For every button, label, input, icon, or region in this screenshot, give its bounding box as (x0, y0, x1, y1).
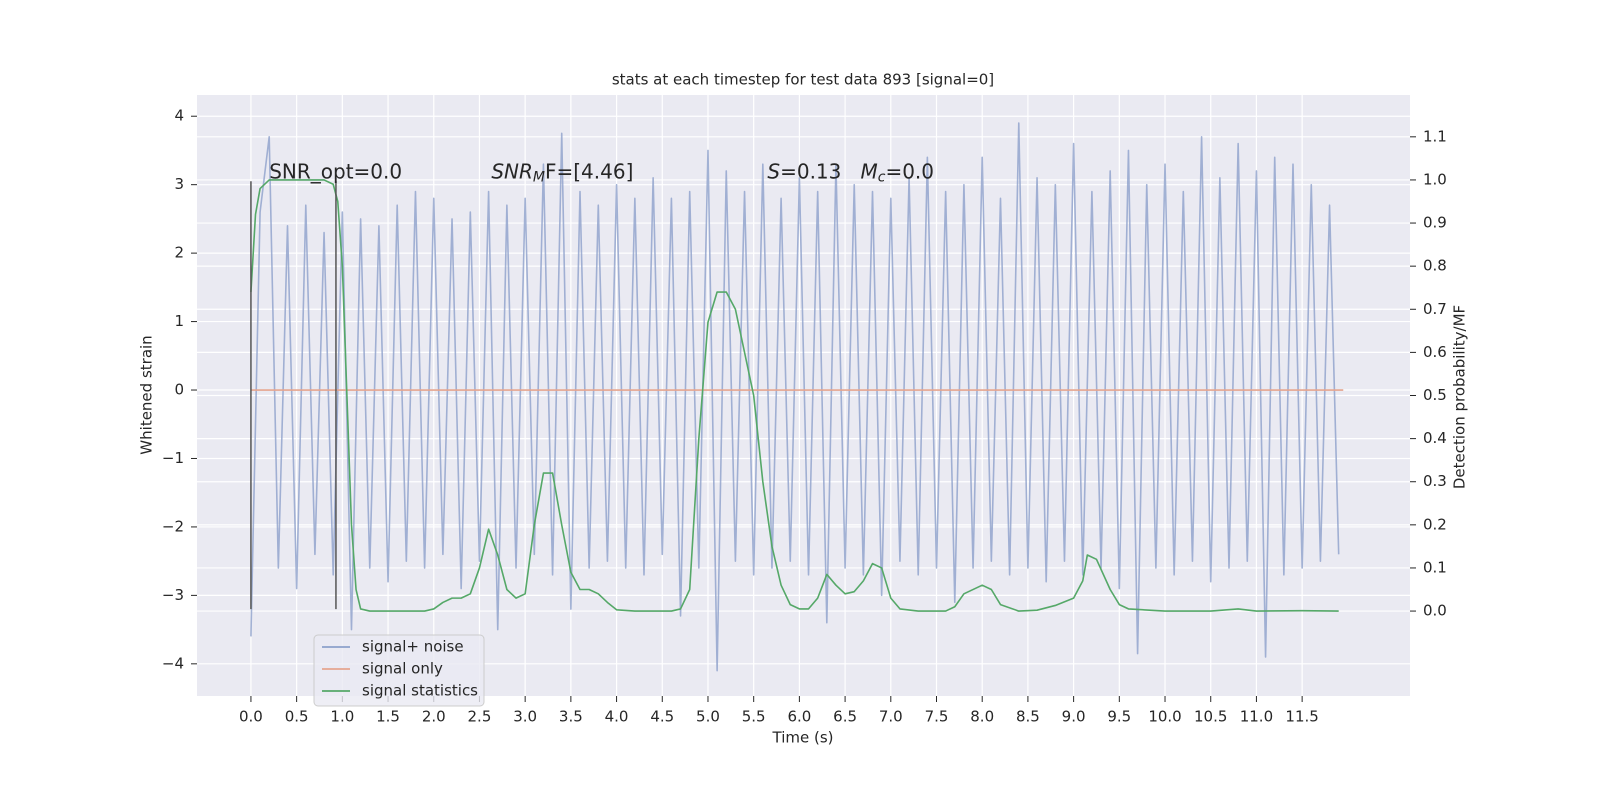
x-tick-label: 10.5 (1194, 708, 1227, 726)
y2-tick-label: 0.7 (1423, 300, 1447, 318)
x-tick-label: 5.0 (696, 708, 720, 726)
annotation-part: S (767, 159, 780, 183)
x-tick-label: 10.0 (1148, 708, 1181, 726)
x-tick-label: 5.5 (742, 708, 766, 726)
legend-box (313, 634, 485, 707)
y2-tick-label: 0.9 (1423, 214, 1447, 232)
x-tick-label: 8.0 (970, 708, 994, 726)
x-tick-label: 9.5 (1107, 708, 1131, 726)
y2-tick-label: 0.5 (1423, 386, 1447, 404)
y2-tick-label: 1.0 (1423, 170, 1447, 188)
x-tick-label: 3.5 (559, 708, 583, 726)
x-tick-label: 1.0 (330, 708, 354, 726)
x-tick-label: 8.5 (1016, 708, 1040, 726)
y2-tick-label: 0.1 (1423, 558, 1447, 576)
y2-axis-label: Detection probability/MF (1451, 305, 1469, 489)
series-line (250, 122, 1340, 672)
x-tick-label: 0.0 (239, 708, 263, 726)
annotation-part: c (878, 169, 886, 185)
y2-tick-label: 0.2 (1423, 515, 1447, 533)
legend-label: signal only (362, 660, 443, 678)
annotation: SNRMF=[4.46] (491, 159, 633, 186)
legend-label: signal statistics (362, 682, 478, 700)
y-tick-label: 4 (174, 107, 184, 125)
annotation-part: M (533, 169, 545, 185)
y2-tick-label: 0.0 (1423, 602, 1447, 620)
x-tick-label: 7.5 (925, 708, 949, 726)
annotation: S=0.13 Mc=0.0 (767, 159, 934, 186)
y-tick-label: −1 (162, 449, 184, 467)
annotation-part: F=[4.46] (545, 159, 633, 183)
x-tick-label: 2.0 (422, 708, 446, 726)
legend-label: signal+ noise (362, 638, 464, 656)
y2-tick-label: 0.8 (1423, 257, 1447, 275)
x-tick-label: 7.0 (879, 708, 903, 726)
x-tick-label: 11.5 (1285, 708, 1318, 726)
series-line (250, 179, 1339, 612)
y2-tick-label: 0.4 (1423, 429, 1447, 447)
x-tick-label: 6.0 (787, 708, 811, 726)
annotation-part: =0.0 (885, 159, 934, 183)
y-axis-label: Whitened strain (138, 335, 156, 454)
x-tick-label: 2.5 (468, 708, 492, 726)
y-tick-label: 3 (174, 175, 184, 193)
y-tick-label: 2 (174, 244, 184, 262)
x-tick-label: 1.5 (376, 708, 400, 726)
y-tick-label: 0 (174, 381, 184, 399)
x-tick-label: 4.0 (605, 708, 629, 726)
x-tick-label: 11.0 (1240, 708, 1273, 726)
y2-tick-label: 0.3 (1423, 472, 1447, 490)
annotation: SNR_opt=0.0 (269, 159, 402, 183)
x-tick-label: 0.5 (285, 708, 309, 726)
y-tick-label: 1 (174, 312, 184, 330)
legend: signal+ noise signal only signal statistic… (313, 634, 485, 707)
y2-tick-label: 0.6 (1423, 343, 1447, 361)
annotation-part: SNR (491, 159, 533, 183)
x-tick-label: 3.0 (513, 708, 537, 726)
y-tick-label: −3 (162, 586, 184, 604)
chart-title: stats at each timestep for test data 893… (612, 71, 994, 89)
x-tick-label: 6.5 (833, 708, 857, 726)
y2-tick-label: 1.1 (1423, 127, 1447, 145)
y-tick-label: −4 (162, 654, 184, 672)
x-tick-label: 4.5 (650, 708, 674, 726)
x-axis-label: Time (s) (772, 729, 834, 747)
annotation-part: =0.13 (780, 159, 860, 183)
annotation-part: M (860, 159, 877, 183)
y-tick-label: −2 (162, 517, 184, 535)
annotation-part: SNR_opt=0.0 (269, 159, 402, 183)
x-tick-label: 9.0 (1062, 708, 1086, 726)
